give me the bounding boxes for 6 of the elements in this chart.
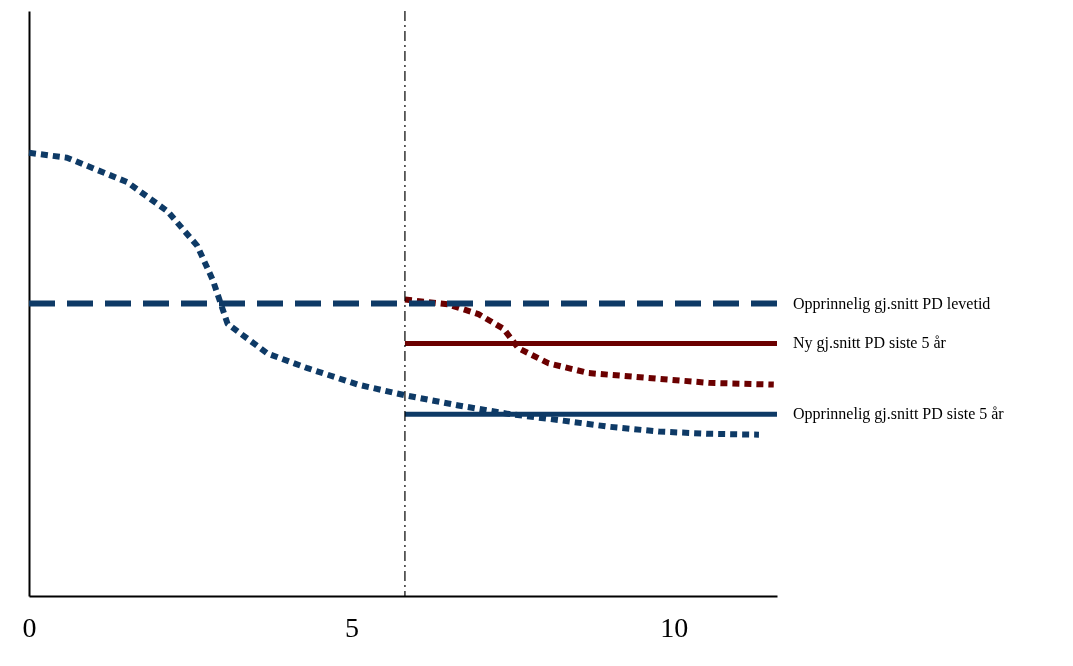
x-tick-label: 0 <box>22 611 37 643</box>
series-label: Ny gj.snitt PD siste 5 år <box>793 334 947 353</box>
series-label: Opprinnelig gj.snitt PD levetid <box>793 294 991 313</box>
x-tick-label: 5 <box>344 611 359 643</box>
x-tick-label: 10 <box>660 611 689 643</box>
series-label: Opprinnelig gj.snitt PD siste 5 år <box>793 405 1005 424</box>
